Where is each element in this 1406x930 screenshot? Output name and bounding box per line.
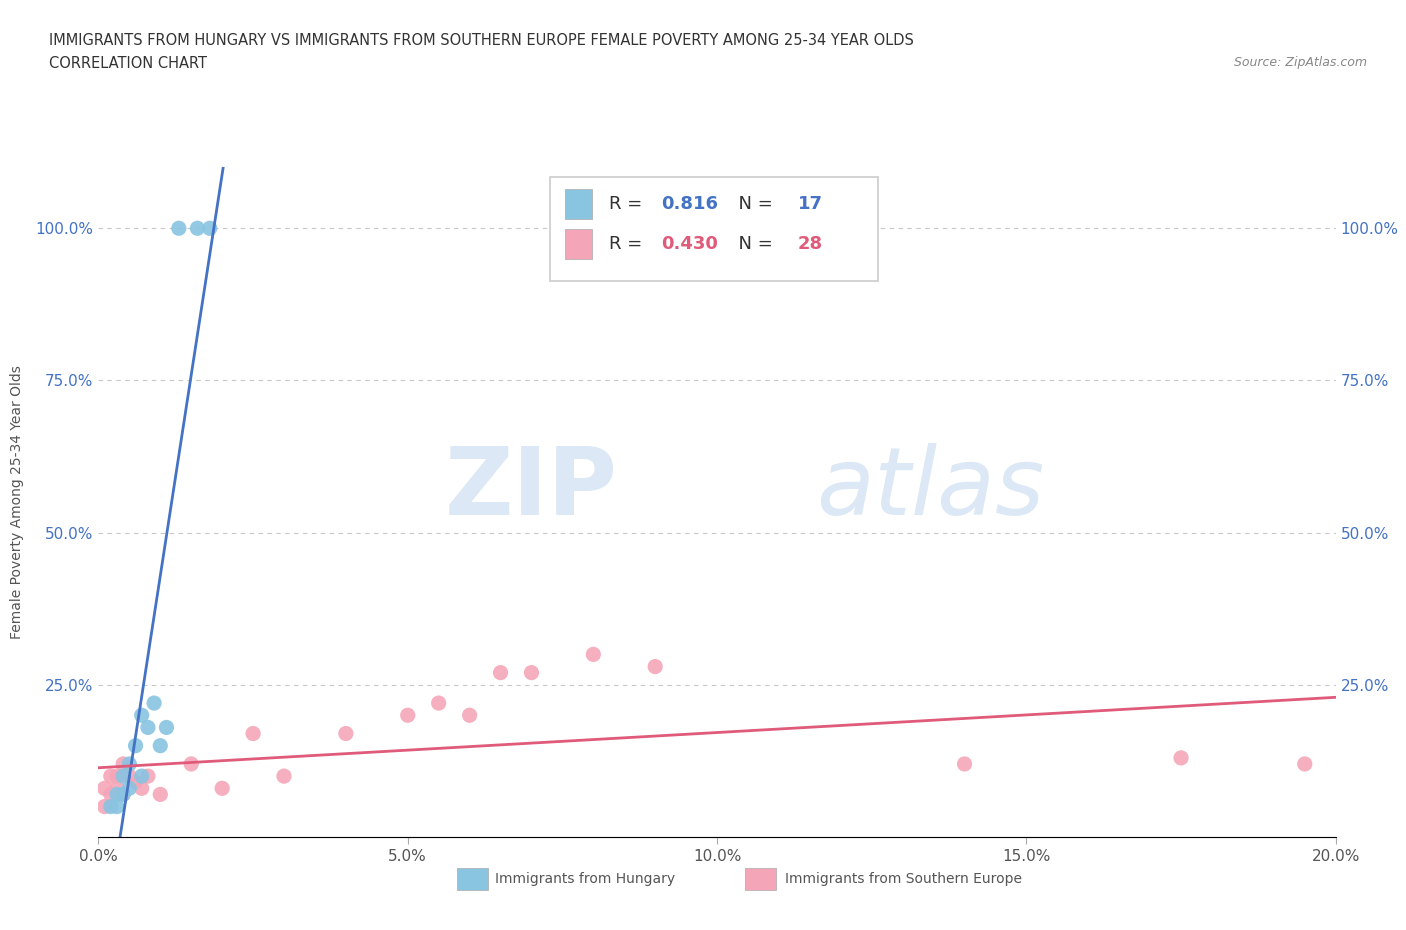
Point [105, 769, 128, 784]
Text: atlas: atlas [815, 444, 1045, 535]
Point [112, 756, 135, 771]
Text: ZIP: ZIP [446, 443, 619, 535]
Point [180, 756, 202, 771]
FancyBboxPatch shape [550, 178, 877, 281]
Bar [565, 230, 592, 259]
Text: R =: R = [609, 195, 648, 213]
Point [149, 787, 172, 802]
Point [953, 756, 976, 771]
Point [644, 659, 666, 674]
Point [124, 775, 146, 790]
Text: N =: N = [727, 235, 779, 253]
Point [273, 769, 295, 784]
Point [427, 696, 450, 711]
Point [136, 769, 159, 784]
Point [211, 781, 233, 796]
Bar [565, 189, 592, 219]
Point [105, 799, 128, 814]
Text: 28: 28 [797, 235, 823, 253]
Text: CORRELATION CHART: CORRELATION CHART [49, 56, 207, 71]
Point [100, 799, 122, 814]
Point [1294, 756, 1316, 771]
Point [520, 665, 543, 680]
Point [136, 720, 159, 735]
Text: R =: R = [609, 235, 648, 253]
Text: IMMIGRANTS FROM HUNGARY VS IMMIGRANTS FROM SOUTHERN EUROPE FEMALE POVERTY AMONG : IMMIGRANTS FROM HUNGARY VS IMMIGRANTS FR… [49, 33, 914, 47]
Text: Source: ZipAtlas.com: Source: ZipAtlas.com [1233, 56, 1367, 69]
Point [1170, 751, 1192, 765]
Text: 0.430: 0.430 [661, 235, 718, 253]
Point [131, 781, 153, 796]
Point [582, 647, 605, 662]
Point [489, 665, 512, 680]
Point [149, 738, 172, 753]
Point [93, 781, 115, 796]
Text: 0.816: 0.816 [661, 195, 718, 213]
Point [198, 220, 221, 235]
Text: Immigrants from Hungary: Immigrants from Hungary [495, 871, 675, 886]
Point [124, 738, 146, 753]
Text: N =: N = [727, 195, 779, 213]
Point [93, 799, 115, 814]
Point [112, 787, 135, 802]
Point [100, 787, 122, 802]
Point [186, 220, 208, 235]
Point [458, 708, 481, 723]
Point [131, 708, 153, 723]
Point [167, 220, 190, 235]
Point [131, 769, 153, 784]
Point [118, 781, 141, 796]
Point [143, 696, 166, 711]
Point [112, 787, 135, 802]
Point [242, 726, 264, 741]
Y-axis label: Female Poverty Among 25-34 Year Olds: Female Poverty Among 25-34 Year Olds [10, 365, 24, 639]
Point [335, 726, 357, 741]
Point [105, 781, 128, 796]
Point [112, 769, 135, 784]
Text: 17: 17 [797, 195, 823, 213]
Text: Immigrants from Southern Europe: Immigrants from Southern Europe [785, 871, 1022, 886]
Point [396, 708, 419, 723]
Point [100, 769, 122, 784]
Point [118, 756, 141, 771]
Point [155, 720, 177, 735]
Point [118, 769, 141, 784]
Point [105, 787, 128, 802]
